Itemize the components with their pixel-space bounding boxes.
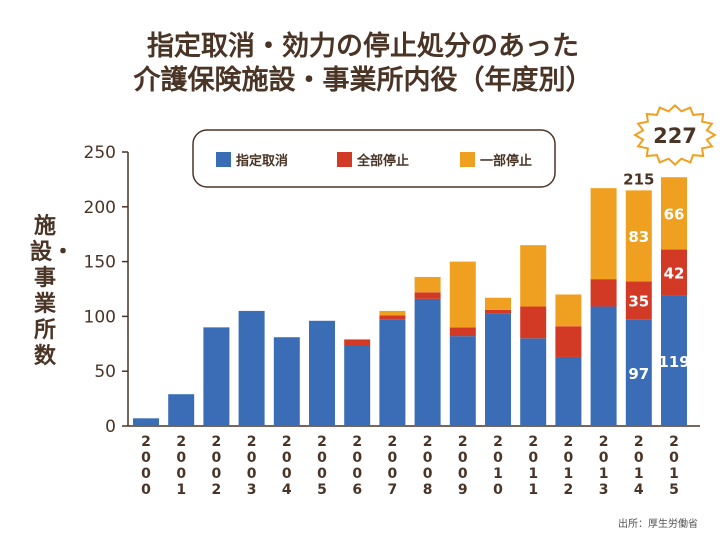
bars bbox=[133, 177, 687, 426]
data-label-2014-一部停止: 83 bbox=[628, 228, 649, 246]
bar-2014-全部停止 bbox=[625, 281, 652, 320]
bar-2002-指定取消 bbox=[203, 327, 230, 426]
legend-label-全部停止: 全部停止 bbox=[356, 153, 409, 169]
bar-2007-指定取消 bbox=[379, 319, 406, 426]
bar-2008-全部停止 bbox=[414, 292, 441, 299]
bar-2000-指定取消 bbox=[133, 418, 159, 426]
bar-2013-指定取消 bbox=[590, 306, 617, 426]
bar-2009-全部停止 bbox=[449, 327, 476, 337]
legend-swatch-全部停止 bbox=[337, 152, 352, 167]
y-tick-label: 200 bbox=[84, 198, 116, 218]
sunburst-badge-icon bbox=[633, 104, 717, 166]
y-tick-label: 0 bbox=[105, 417, 116, 437]
data-label-2015-指定取消: 119 bbox=[658, 353, 689, 371]
total-badge: 227 bbox=[633, 104, 717, 166]
legend: 指定取消 全部停止 一部停止 bbox=[192, 129, 556, 188]
legend-box bbox=[192, 129, 556, 188]
bar-2001-指定取消 bbox=[168, 394, 195, 426]
legend-label-一部停止: 一部停止 bbox=[480, 153, 532, 169]
bar-2004-指定取消 bbox=[273, 337, 300, 426]
bar-2014-指定取消 bbox=[625, 319, 652, 426]
bar-2011-全部停止 bbox=[520, 306, 547, 339]
y-tick-label: 100 bbox=[84, 307, 116, 327]
data-label-2014-指定取消: 97 bbox=[628, 365, 649, 383]
bar-2012-全部停止 bbox=[555, 326, 582, 357]
chart-title-line2: 介護保険施設・事業所内役（年度別） bbox=[133, 65, 593, 96]
y-tick-label: 50 bbox=[94, 362, 116, 382]
bar-2003-指定取消 bbox=[238, 310, 265, 426]
legend-swatch-指定取消 bbox=[216, 152, 231, 167]
bar-2012-一部停止 bbox=[555, 294, 582, 327]
bar-2012-指定取消 bbox=[555, 356, 582, 426]
bar-2010-指定取消 bbox=[485, 313, 511, 426]
source-note: 出所：厚生労働省 bbox=[618, 519, 698, 530]
bar-2007-全部停止 bbox=[379, 315, 406, 320]
data-labels: 97 35 83 215 119 42 66 bbox=[623, 170, 690, 382]
bar-2006-全部停止 bbox=[344, 339, 371, 346]
y-tick-label: 150 bbox=[84, 253, 116, 273]
bar-2008-指定取消 bbox=[414, 298, 441, 426]
bar-2010-一部停止 bbox=[485, 297, 511, 310]
y-tick-label: 250 bbox=[84, 143, 116, 163]
bar-2006-指定取消 bbox=[344, 345, 371, 426]
axes: 0 50 100 150 200 250 2 0 0 0 2 0 0 1 2 0 0 2 2 0 0 3 2 0 0 4 2 0 0 5 2… bbox=[84, 143, 700, 498]
bar-2007-一部停止 bbox=[379, 310, 406, 316]
legend-label-指定取消: 指定取消 bbox=[236, 153, 288, 169]
bar-2005-指定取消 bbox=[309, 320, 335, 426]
bar-2015-全部停止 bbox=[661, 249, 687, 296]
bar-2011-指定取消 bbox=[520, 338, 547, 426]
legend-swatch-一部停止 bbox=[460, 152, 475, 167]
bar-2015-一部停止 bbox=[661, 177, 687, 250]
data-label-2014-total: 215 bbox=[623, 170, 654, 188]
chart-title-line1: 指定取消・効力の停止処分のあった bbox=[147, 31, 579, 62]
bar-2013-全部停止 bbox=[590, 279, 617, 307]
bar-2009-一部停止 bbox=[449, 261, 476, 328]
bar-2009-指定取消 bbox=[449, 336, 476, 426]
badge-total-text: 227 bbox=[653, 124, 697, 148]
bar-2011-一部停止 bbox=[520, 245, 547, 307]
bar-2013-一部停止 bbox=[590, 188, 617, 280]
bar-2014-一部停止 bbox=[625, 190, 652, 282]
data-label-2014-全部停止: 35 bbox=[628, 293, 649, 311]
data-label-2015-一部停止: 66 bbox=[664, 205, 685, 223]
bar-2008-一部停止 bbox=[414, 276, 441, 293]
bar-2015-指定取消 bbox=[661, 295, 687, 426]
bar-2010-全部停止 bbox=[485, 309, 511, 314]
data-label-2015-全部停止: 42 bbox=[664, 265, 685, 283]
